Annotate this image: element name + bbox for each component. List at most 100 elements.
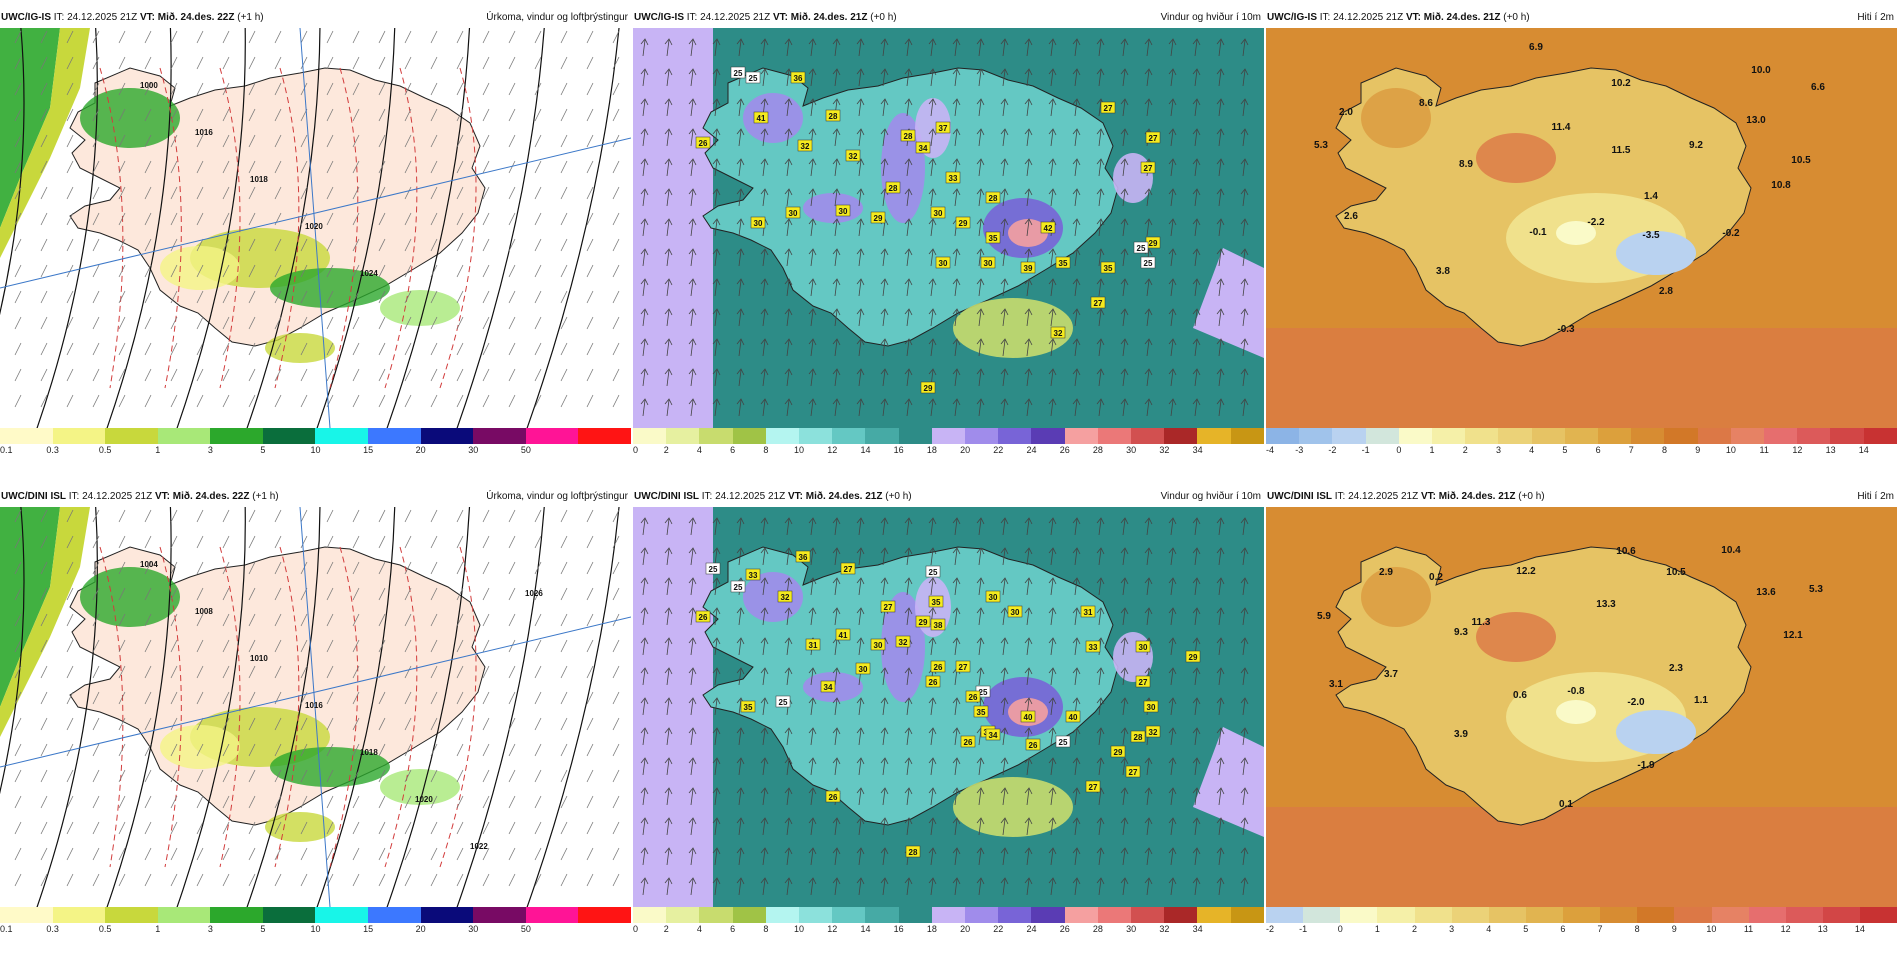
colorbar-tick: 20	[960, 445, 971, 455]
colorbar-swatch	[666, 428, 700, 444]
gust-value: 29	[919, 618, 928, 627]
temperature-value: 9.3	[1454, 627, 1468, 638]
gust-value: 35	[1059, 259, 1068, 268]
gust-value: 34	[989, 731, 998, 740]
temperature-value: 8.6	[1419, 98, 1433, 109]
colorbar-tick: 9	[1671, 924, 1677, 934]
colorbar-tick: -2	[1266, 924, 1275, 934]
gust-label: 29	[1185, 650, 1201, 663]
precip-colorbar-ticks: 0.1 0.3 0.5 1 3 5 10 15 20 30 50	[0, 924, 631, 936]
colorbar-tick: 30	[1126, 924, 1137, 934]
gust-label: 32	[1145, 725, 1161, 738]
colorbar-tick: 9	[1695, 445, 1701, 455]
gust-label: 30	[855, 662, 871, 675]
colorbar-tick: 13	[1817, 924, 1828, 934]
gust-label: 34	[915, 141, 931, 154]
colorbar-tick: 10	[310, 445, 321, 455]
gust-label: 35	[1055, 256, 1071, 269]
precip-map[interactable]: 1004 1008 1010 1016 1018 1020 1022 1026	[0, 507, 631, 907]
colorbar-tick: 0	[633, 924, 639, 934]
colorbar-swatch	[1863, 428, 1897, 444]
colorbar-swatch	[965, 428, 999, 444]
colorbar-tick: 12	[1792, 445, 1803, 455]
colorbar-swatch	[1064, 428, 1098, 444]
gust-label: 40	[1065, 710, 1081, 723]
gust-label: 27	[1125, 765, 1141, 778]
colorbar-swatch	[1031, 428, 1065, 444]
wind-map[interactable]: 2533362725263225353027383231302627254034…	[633, 507, 1264, 907]
gust-label: 30	[835, 204, 851, 217]
panel-header: UWC/DINI ISL IT: 24.12.2025 21Z VT: Mið.…	[1267, 491, 1894, 502]
temperature-value: 3.9	[1454, 729, 1468, 740]
gust-value: 27	[1094, 299, 1103, 308]
colorbar-tick: 24	[1026, 445, 1037, 455]
colorbar-tick: 8	[1662, 445, 1668, 455]
colorbar-swatch	[578, 428, 631, 444]
temperature-value: 0.2	[1429, 572, 1443, 583]
gust-value: 28	[1134, 733, 1143, 742]
temperature-value: 3.1	[1329, 679, 1343, 690]
gust-label: 30	[935, 256, 951, 269]
temp-map[interactable]: 6.9 10.0 10.2 6.6 2.0 8.6 11.4 13.0 5.3 11.5 9.2 10…	[1266, 28, 1897, 428]
gust-label: 30	[1143, 700, 1159, 713]
colorbar-tick: 26	[1059, 445, 1070, 455]
gust-label: 36	[795, 550, 811, 563]
gust-label: 25	[705, 562, 721, 575]
colorbar-tick: 14	[1858, 445, 1869, 455]
colorbar-swatch	[1600, 907, 1638, 923]
gust-value: 35	[744, 703, 753, 712]
colorbar-swatch	[1830, 428, 1864, 444]
gust-label: 35	[985, 231, 1001, 244]
colorbar-swatch	[1064, 907, 1098, 923]
temperature-value: -0.1	[1529, 227, 1547, 238]
precip-map[interactable]: 1000 1016 1018 1020 1024	[0, 28, 631, 428]
isobar-label: 1018	[360, 748, 378, 757]
colorbar-tick: 16	[893, 924, 904, 934]
colorbar-swatch	[865, 428, 899, 444]
colorbar-swatch	[1531, 428, 1565, 444]
panel-header: UWC/IG-IS IT: 24.12.2025 21Z VT: Mið. 24…	[634, 12, 1261, 23]
colorbar-tick: 0.5	[98, 445, 112, 455]
colorbar-swatch	[898, 907, 932, 923]
wind-map[interactable]: 25 25 36 41 28 26 32 32 28 37 34 28 33 28 27 27 27 30 30 30…	[633, 28, 1264, 428]
colorbar-tick: 30	[1126, 445, 1137, 455]
gust-value: 27	[1089, 783, 1098, 792]
colorbar-tick: 0	[1396, 445, 1402, 455]
colorbar-tick: 11	[1743, 924, 1754, 934]
gust-label: 31	[1080, 605, 1096, 618]
colorbar-tick: 6	[1595, 445, 1601, 455]
colorbar-tick: -2	[1328, 445, 1337, 455]
gust-label: 26	[695, 136, 711, 149]
isobar-label: 1024	[360, 269, 378, 278]
panel-igis-temp: UWC/IG-IS IT: 24.12.2025 21Z VT: Mið. 24…	[1266, 8, 1897, 476]
colorbar-tick: 0.3	[46, 924, 59, 934]
gust-value: 32	[801, 142, 810, 151]
gust-label: 30	[1135, 640, 1151, 653]
gust-label: 29	[915, 615, 931, 628]
gust-label: 27	[1100, 101, 1116, 114]
gust-label: 26	[695, 610, 711, 623]
colorbar-tick: 15	[363, 924, 374, 934]
colorbar-tick: 13	[1825, 445, 1836, 455]
temperature-value: 2.6	[1344, 211, 1358, 222]
colorbar-tick: 14	[1854, 924, 1865, 934]
temp-colorbar-ticks: -4 -3 -2 -1 0 1 2 3 4 5 6 7 8 9 10 11 12 13 14	[1266, 445, 1897, 457]
colorbar-swatch	[420, 428, 474, 444]
temperature-value: -0.8	[1567, 686, 1585, 697]
gust-label: 32	[777, 590, 793, 603]
isobar-label: 1018	[250, 175, 268, 184]
colorbar-swatch	[1131, 907, 1165, 923]
colorbar-swatch	[0, 428, 53, 444]
gust-label: 31	[805, 638, 821, 651]
gust-value: 34	[919, 144, 928, 153]
gust-label: 28	[825, 109, 841, 122]
gust-value: 41	[839, 631, 848, 640]
temp-map[interactable]: 10.6 10.4 2.9 0.2 12.2 10.5 13.6 5.3 5.9 13.3 9.3 1…	[1266, 507, 1897, 907]
gust-value: 27	[844, 565, 853, 574]
colorbar-tick: 20	[415, 445, 426, 455]
colorbar-swatch	[420, 907, 474, 923]
temperature-value: 10.4	[1721, 545, 1741, 556]
colorbar-tick: 5	[1523, 924, 1529, 934]
temperature-value: -0.2	[1722, 228, 1740, 239]
colorbar-tick: 18	[926, 445, 937, 455]
